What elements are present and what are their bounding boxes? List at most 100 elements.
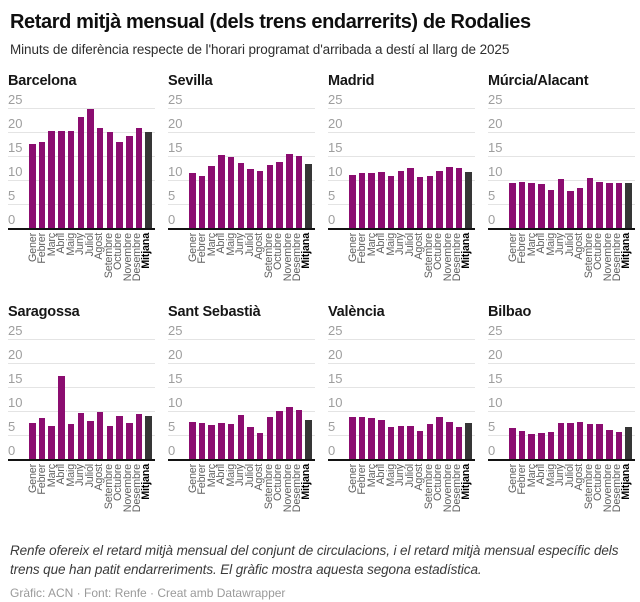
bar-novembre[interactable] bbox=[606, 430, 613, 459]
bar-setembre[interactable] bbox=[426, 176, 434, 228]
bar-gener[interactable] bbox=[509, 427, 516, 459]
bar-novembre[interactable] bbox=[126, 423, 133, 459]
bar-novembre[interactable] bbox=[606, 183, 613, 228]
bar-juny[interactable] bbox=[397, 170, 405, 228]
bar-març[interactable] bbox=[368, 172, 375, 228]
bar-març[interactable] bbox=[48, 425, 55, 459]
bar-mitjana[interactable] bbox=[145, 415, 152, 459]
bar-mitjana[interactable] bbox=[625, 427, 632, 459]
bar-novembre[interactable] bbox=[446, 421, 453, 459]
bar-gener[interactable] bbox=[29, 144, 36, 228]
bar-maig[interactable] bbox=[227, 156, 235, 228]
bar-agost[interactable] bbox=[96, 412, 104, 459]
bar-abril[interactable] bbox=[378, 171, 385, 228]
bar-setembre[interactable] bbox=[586, 424, 594, 459]
bar-maig[interactable] bbox=[67, 130, 75, 228]
bar-setembre[interactable] bbox=[266, 164, 274, 228]
bar-juny[interactable] bbox=[77, 116, 85, 228]
bar-octubre[interactable] bbox=[116, 141, 123, 228]
bar-octubre[interactable] bbox=[276, 161, 283, 228]
bar-abril[interactable] bbox=[218, 422, 225, 459]
bar-juny[interactable] bbox=[237, 414, 245, 459]
bar-novembre[interactable] bbox=[446, 167, 453, 228]
bar-mitjana[interactable] bbox=[305, 163, 312, 228]
bar-juliol[interactable] bbox=[407, 426, 414, 459]
bar-agost[interactable] bbox=[256, 170, 264, 228]
bar-mitjana[interactable] bbox=[465, 171, 472, 228]
bar-juliol[interactable] bbox=[87, 420, 94, 459]
bar-febrer[interactable] bbox=[198, 175, 206, 228]
bar-desembre[interactable] bbox=[455, 426, 463, 459]
bar-maig[interactable] bbox=[227, 423, 235, 459]
bar-abril[interactable] bbox=[538, 183, 545, 228]
bar-maig[interactable] bbox=[547, 432, 555, 459]
bar-juliol[interactable] bbox=[407, 168, 414, 228]
bar-juliol[interactable] bbox=[247, 427, 254, 459]
bar-desembre[interactable] bbox=[615, 182, 623, 228]
bar-juliol[interactable] bbox=[247, 169, 254, 228]
bar-març[interactable] bbox=[528, 183, 535, 228]
bar-gener[interactable] bbox=[29, 422, 36, 459]
bar-octubre[interactable] bbox=[596, 424, 603, 459]
bar-febrer[interactable] bbox=[38, 141, 46, 228]
bar-mitjana[interactable] bbox=[305, 419, 312, 459]
bar-octubre[interactable] bbox=[436, 170, 443, 228]
bar-juny[interactable] bbox=[557, 178, 565, 228]
bar-agost[interactable] bbox=[416, 431, 424, 459]
bar-juny[interactable] bbox=[77, 413, 85, 459]
bar-desembre[interactable] bbox=[135, 414, 143, 459]
bar-setembre[interactable] bbox=[586, 177, 594, 228]
bar-juny[interactable] bbox=[237, 163, 245, 228]
bar-maig[interactable] bbox=[387, 427, 395, 459]
bar-agost[interactable] bbox=[576, 422, 584, 459]
bar-gener[interactable] bbox=[349, 175, 356, 228]
bar-maig[interactable] bbox=[67, 424, 75, 459]
bar-juny[interactable] bbox=[397, 425, 405, 459]
bar-març[interactable] bbox=[208, 424, 215, 459]
bar-agost[interactable] bbox=[96, 127, 104, 228]
bar-gener[interactable] bbox=[189, 173, 196, 228]
bar-febrer[interactable] bbox=[198, 423, 206, 459]
bar-desembre[interactable] bbox=[295, 410, 303, 459]
bar-febrer[interactable] bbox=[518, 182, 526, 228]
bar-setembre[interactable] bbox=[106, 131, 114, 228]
bar-febrer[interactable] bbox=[38, 417, 46, 459]
bar-mitjana[interactable] bbox=[145, 131, 152, 228]
bar-agost[interactable] bbox=[416, 177, 424, 228]
bar-juliol[interactable] bbox=[567, 190, 574, 228]
bar-octubre[interactable] bbox=[436, 416, 443, 459]
bar-octubre[interactable] bbox=[116, 415, 123, 459]
bar-març[interactable] bbox=[368, 417, 375, 459]
bar-gener[interactable] bbox=[349, 417, 356, 459]
bar-octubre[interactable] bbox=[276, 411, 283, 459]
bar-desembre[interactable] bbox=[295, 155, 303, 228]
bar-febrer[interactable] bbox=[358, 172, 366, 228]
bar-desembre[interactable] bbox=[455, 168, 463, 228]
bar-juliol[interactable] bbox=[87, 108, 94, 228]
bar-novembre[interactable] bbox=[286, 406, 293, 459]
bar-agost[interactable] bbox=[256, 432, 264, 459]
bar-gener[interactable] bbox=[189, 422, 196, 459]
bar-maig[interactable] bbox=[547, 190, 555, 228]
bar-octubre[interactable] bbox=[596, 181, 603, 228]
bar-abril[interactable] bbox=[58, 131, 65, 228]
bar-abril[interactable] bbox=[218, 154, 225, 228]
bar-setembre[interactable] bbox=[106, 425, 114, 459]
bar-febrer[interactable] bbox=[518, 431, 526, 459]
bar-juny[interactable] bbox=[557, 423, 565, 459]
bar-agost[interactable] bbox=[576, 188, 584, 228]
bar-setembre[interactable] bbox=[266, 417, 274, 459]
bar-març[interactable] bbox=[208, 166, 215, 228]
bar-novembre[interactable] bbox=[286, 153, 293, 228]
bar-maig[interactable] bbox=[387, 176, 395, 228]
bar-desembre[interactable] bbox=[135, 128, 143, 228]
bar-abril[interactable] bbox=[538, 432, 545, 459]
bar-juliol[interactable] bbox=[567, 423, 574, 459]
bar-desembre[interactable] bbox=[615, 432, 623, 459]
bar-març[interactable] bbox=[48, 131, 55, 228]
bar-mitjana[interactable] bbox=[465, 422, 472, 459]
bar-setembre[interactable] bbox=[426, 423, 434, 459]
bar-abril[interactable] bbox=[378, 420, 385, 459]
bar-novembre[interactable] bbox=[126, 135, 133, 228]
bar-mitjana[interactable] bbox=[625, 183, 632, 228]
